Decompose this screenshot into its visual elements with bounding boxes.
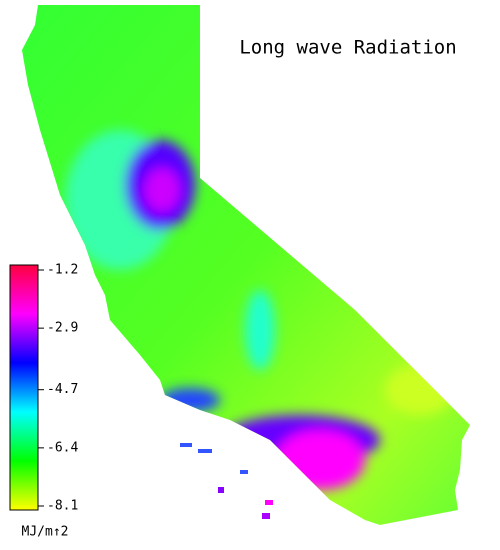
colorbar-unit: MJ/m↑2 (22, 525, 69, 540)
colorbar-tick-label: -8.1 (47, 499, 78, 514)
colorbar-tick-label: -6.4 (47, 440, 78, 455)
colorbar (9, 264, 39, 511)
state-outline (22, 5, 470, 525)
colorbar-tick-label: -1.2 (47, 263, 78, 278)
colorbar-tick-label: -2.9 (47, 321, 78, 336)
islands (180, 443, 273, 519)
california-map (22, 5, 470, 525)
colorbar-tick-label: -4.7 (47, 382, 78, 397)
map-title: Long wave Radiation (239, 37, 456, 59)
